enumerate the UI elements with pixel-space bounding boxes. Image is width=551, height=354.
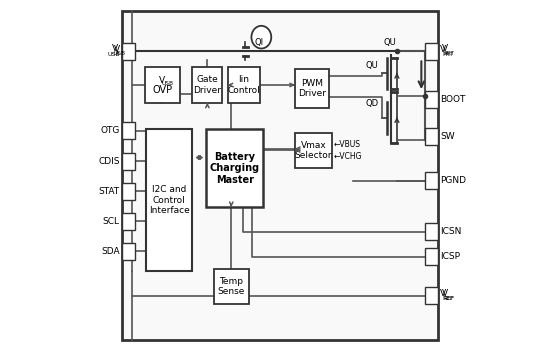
Text: SCL: SCL	[102, 217, 120, 226]
Text: V: V	[112, 44, 118, 53]
Bar	[425, 91, 439, 108]
Text: REF: REF	[444, 296, 455, 301]
Text: V: V	[440, 289, 446, 298]
Text: PRT: PRT	[444, 51, 455, 56]
Bar	[228, 67, 260, 103]
Bar	[122, 213, 135, 230]
Text: QU: QU	[365, 61, 378, 70]
Text: USB: USB	[107, 52, 120, 57]
Text: Temp
Sense: Temp Sense	[218, 277, 245, 296]
Text: Battery
Charging
Master: Battery Charging Master	[210, 152, 260, 185]
Bar	[425, 223, 439, 240]
Text: SW: SW	[440, 132, 455, 141]
Text: ←VBUS: ←VBUS	[334, 140, 361, 149]
Text: QD: QD	[365, 99, 378, 108]
Text: Vmax
Selector: Vmax Selector	[295, 141, 332, 160]
Bar	[214, 269, 249, 304]
Text: USB: USB	[114, 51, 126, 56]
Text: QU: QU	[383, 38, 396, 47]
Text: OVP: OVP	[152, 85, 172, 95]
Bar	[295, 133, 332, 168]
Bar	[122, 183, 135, 200]
Text: STAT: STAT	[99, 187, 120, 196]
Text: ←VCHG: ←VCHG	[334, 152, 363, 161]
Bar	[425, 43, 439, 60]
Text: REF: REF	[442, 296, 454, 301]
Bar	[122, 43, 135, 60]
Text: PWM
Driver: PWM Driver	[298, 79, 326, 98]
Text: Gate
Driver: Gate Driver	[193, 75, 222, 95]
Text: V: V	[442, 44, 448, 53]
Text: QI: QI	[254, 38, 263, 47]
Text: USB: USB	[161, 81, 174, 86]
Text: BOOT: BOOT	[440, 95, 466, 104]
Bar	[122, 122, 135, 139]
Bar	[122, 153, 135, 170]
Bar	[425, 287, 439, 304]
Bar	[122, 11, 439, 340]
Bar	[425, 128, 439, 145]
Text: V: V	[114, 45, 120, 54]
Text: V: V	[440, 45, 446, 54]
Text: I2C and
Control
Interface: I2C and Control Interface	[149, 185, 190, 215]
Ellipse shape	[251, 26, 271, 48]
Text: V: V	[159, 76, 165, 85]
Bar	[425, 172, 439, 189]
Text: PRT: PRT	[442, 52, 453, 57]
Bar	[144, 67, 180, 103]
Bar	[146, 129, 192, 271]
Bar	[295, 69, 328, 108]
Text: PGND: PGND	[440, 176, 466, 185]
Text: ICSN: ICSN	[440, 227, 462, 236]
Text: V: V	[442, 289, 448, 298]
Text: SDA: SDA	[101, 247, 120, 256]
Text: Iin
Control: Iin Control	[227, 75, 260, 95]
Text: ICSP: ICSP	[440, 252, 460, 261]
Text: OTG: OTG	[100, 126, 120, 136]
Bar	[122, 243, 135, 260]
Bar	[207, 129, 263, 207]
Text: CDIS: CDIS	[98, 156, 120, 166]
Bar	[425, 248, 439, 265]
Bar	[192, 67, 223, 103]
